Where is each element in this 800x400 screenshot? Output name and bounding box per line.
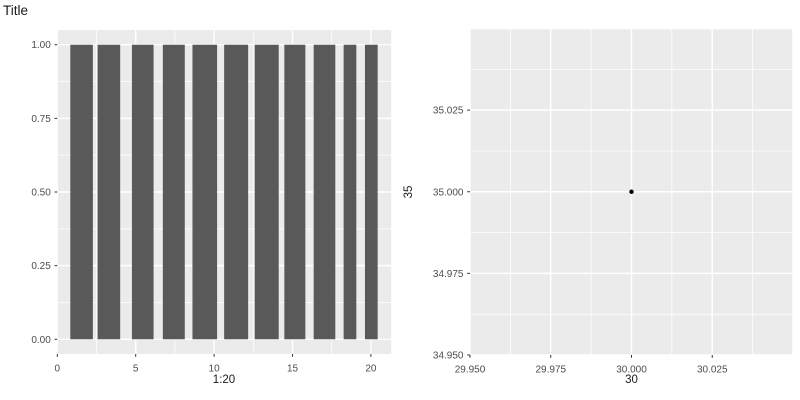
x-tick-label: 30.000 xyxy=(616,365,647,376)
bar-panel xyxy=(57,30,392,354)
y-tick-label: 0.50 xyxy=(31,188,51,199)
y-tick-label: 35.000 xyxy=(433,187,464,198)
data-point xyxy=(629,189,634,194)
scatter-panel xyxy=(470,28,793,355)
right-y-axis-title: 35 xyxy=(403,185,415,199)
bar xyxy=(254,44,279,340)
x-tick-label: 29.975 xyxy=(535,365,566,376)
right-x-axis-title: 30 xyxy=(625,374,638,386)
x-tick-label: 10 xyxy=(209,364,221,375)
y-tick-label: 0.75 xyxy=(31,114,51,125)
y-tick-label: 34.975 xyxy=(433,269,464,280)
left-x-axis-title: 1:20 xyxy=(212,374,236,386)
x-tick-label: 0 xyxy=(55,364,61,375)
plot-title: Title xyxy=(3,3,29,18)
x-tick-label: 29.950 xyxy=(455,365,486,376)
x-tick-label: 20 xyxy=(365,364,377,375)
bar xyxy=(284,44,306,340)
bar xyxy=(192,44,218,340)
bar xyxy=(97,44,121,340)
bar xyxy=(313,44,336,340)
bar xyxy=(162,44,185,340)
bar xyxy=(70,44,93,340)
y-tick-label: 35.025 xyxy=(433,106,464,117)
y-tick-label: 1.00 xyxy=(31,40,51,51)
bar xyxy=(364,44,378,340)
x-tick-label: 30.025 xyxy=(697,365,728,376)
bar xyxy=(131,44,154,340)
bar xyxy=(343,44,357,340)
y-tick-label: 34.950 xyxy=(433,351,464,362)
y-tick-label: 0.00 xyxy=(31,335,51,346)
y-tick-label: 0.25 xyxy=(31,261,51,272)
x-tick-label: 15 xyxy=(287,364,299,375)
bar xyxy=(224,44,249,340)
x-tick-label: 5 xyxy=(133,364,139,375)
